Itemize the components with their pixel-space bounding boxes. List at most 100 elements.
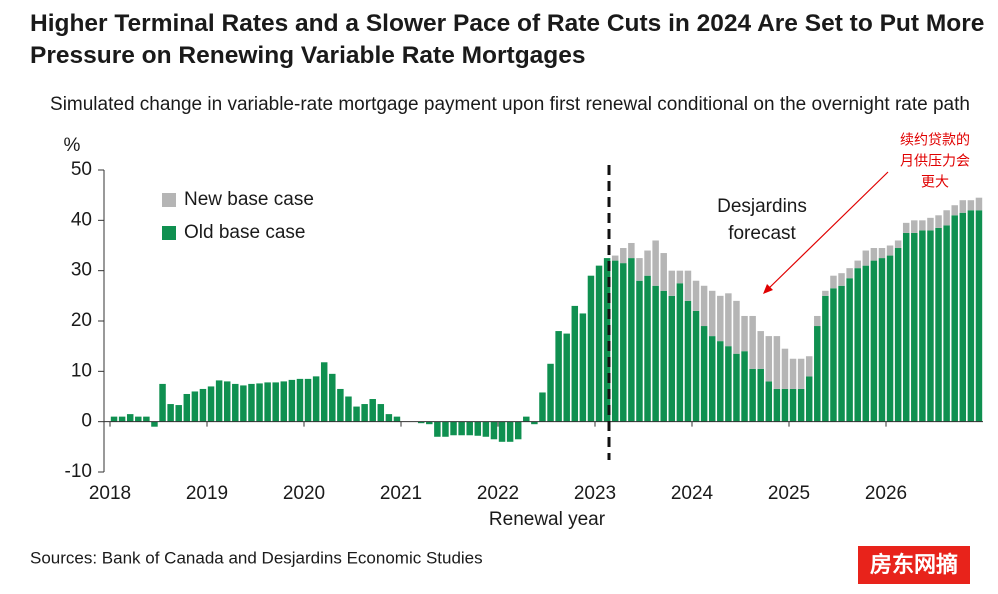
bar-segment [434, 421, 441, 437]
bar-segment [789, 388, 797, 422]
bar-segment [749, 315, 756, 369]
bar-segment [692, 310, 700, 422]
bar-segment [280, 381, 288, 422]
bar-segment [288, 379, 296, 422]
x-tick-label: 2026 [865, 483, 907, 504]
bar-segment [232, 383, 239, 422]
bar-segment [482, 421, 490, 437]
bar-segment [757, 368, 764, 422]
bar-segment [725, 346, 732, 422]
bar-segment [611, 260, 619, 422]
bar-segment [951, 205, 958, 216]
x-tick-label: 2024 [671, 483, 714, 504]
bar-segment [135, 416, 142, 422]
bar-segment [151, 421, 158, 427]
bar-segment [749, 368, 756, 422]
bar-segment [846, 278, 853, 422]
bar-segment [199, 388, 207, 422]
bar-segment [975, 210, 983, 422]
forecast-label: Desjardins [717, 196, 807, 217]
bar-segment [240, 385, 247, 422]
x-tick-label: 2020 [283, 483, 325, 504]
bar-segment [733, 300, 740, 354]
bar-segment [361, 404, 368, 422]
bar-segment [264, 382, 271, 422]
note: 月供压力会 [900, 153, 970, 169]
bar-segment [272, 382, 279, 422]
bar-segment [312, 376, 320, 422]
bar-segment [862, 250, 870, 266]
legend-swatch [162, 193, 176, 207]
bar-segment [628, 258, 635, 422]
bar-segment [458, 421, 465, 436]
bar-segment [717, 295, 724, 342]
bar-segment [248, 383, 255, 422]
bar-segment [603, 258, 611, 422]
bar-segment [967, 210, 975, 422]
x-tick-label: 2022 [477, 483, 519, 504]
bar-segment [684, 270, 692, 301]
bar-segment [531, 421, 538, 425]
bar-segment [110, 416, 118, 422]
x-tick-label: 2019 [186, 483, 228, 504]
bar-segment [805, 376, 813, 422]
bar-segment [886, 245, 894, 256]
bar-segment [215, 380, 223, 422]
bar-segment [733, 353, 740, 422]
forecast-label: forecast [728, 223, 796, 244]
bar-segment [838, 285, 845, 422]
bar-segment [183, 393, 191, 422]
bar-segment [708, 336, 716, 422]
bar-segment [725, 293, 732, 347]
bar-segment [579, 313, 587, 422]
watermark: 房东网摘 [870, 552, 958, 577]
bar-segment [514, 421, 522, 440]
bar-segment [636, 280, 643, 422]
bar-segment [854, 260, 861, 269]
bar-segment [862, 265, 870, 422]
bar-segment [935, 227, 942, 422]
bar-segment [644, 275, 651, 422]
x-tick-label: 2023 [574, 483, 616, 504]
bar-segment [143, 416, 150, 422]
bar-segment [959, 212, 967, 422]
bar-segment [296, 378, 304, 422]
bar-segment [555, 331, 562, 422]
bar-segment [814, 315, 821, 327]
bar-segment [523, 416, 530, 422]
bar-segment [870, 260, 878, 422]
y-tick-label: 20 [71, 310, 92, 331]
bar-segment [393, 416, 401, 422]
bar-segment [668, 270, 676, 296]
bar-segment [797, 358, 805, 389]
bar-segment [700, 285, 708, 327]
bar-segment [490, 421, 498, 440]
bar-segment [773, 388, 781, 422]
bar-segment [571, 305, 579, 422]
bar-segment [919, 220, 926, 231]
bar-segment [846, 268, 853, 279]
bar-segment [636, 258, 643, 281]
bar-segment [628, 242, 635, 259]
bar-segment [838, 273, 845, 286]
source: Sources: Bank of Canada and Desjardins E… [30, 548, 483, 567]
bar-segment [337, 388, 344, 422]
bar-segment [814, 326, 821, 422]
chart-title: Higher Terminal Rates and a Slower Pace … [30, 10, 985, 69]
watermark-box [858, 546, 970, 584]
note-arrow [764, 171, 889, 293]
bar-segment [894, 240, 902, 249]
bar-segment [668, 295, 676, 422]
bar-segment [717, 341, 724, 422]
bar-segment [773, 336, 781, 389]
bar-segment [708, 290, 716, 337]
bar-segment [741, 351, 748, 422]
bar-segment [652, 285, 659, 422]
x-tick-label: 2021 [380, 483, 422, 504]
bar-segment [320, 362, 328, 422]
bar-segment [466, 421, 473, 436]
bar-segment [927, 230, 934, 422]
bar-segment [911, 232, 918, 422]
